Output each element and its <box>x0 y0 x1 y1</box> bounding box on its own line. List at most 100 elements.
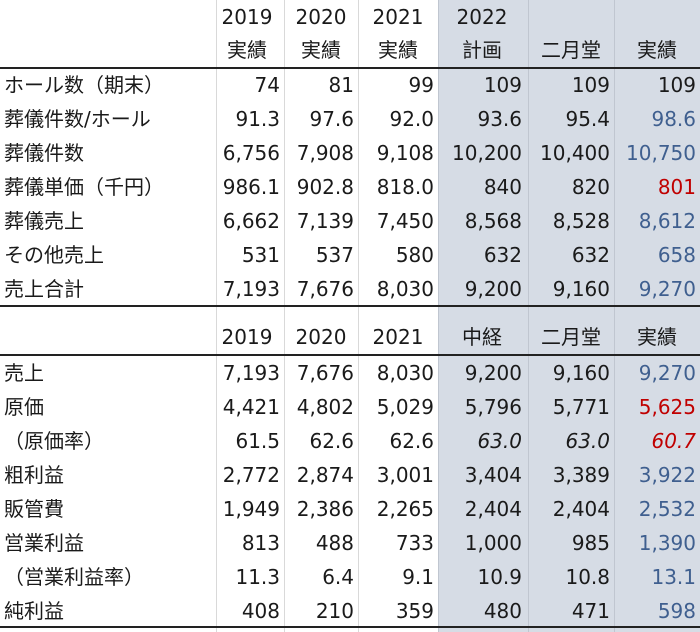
value-cell: 5,029 <box>376 395 434 419</box>
value-cell: 632 <box>483 243 522 267</box>
value-cell: 9,200 <box>464 361 522 385</box>
value-cell: 2,404 <box>464 497 522 521</box>
value-cell: 9,270 <box>638 361 696 385</box>
value-cell: 1,390 <box>638 531 696 555</box>
value-cell: 63.0 <box>477 429 522 453</box>
value-cell: 98.6 <box>651 107 696 131</box>
value-cell: 3,001 <box>376 463 434 487</box>
year-header: 2022 <box>456 5 508 29</box>
type-header: 二月堂 <box>541 38 601 62</box>
value-cell: 7,193 <box>222 361 280 385</box>
value-cell: 8,030 <box>376 277 434 301</box>
table-row: 葬儀売上 6,662 7,139 7,450 8,568 8,528 8,612 <box>0 204 700 238</box>
value-cell: 9,160 <box>552 277 610 301</box>
table-row: 原価 4,421 4,802 5,029 5,796 5,771 5,625 <box>0 390 700 424</box>
value-cell: 95.4 <box>565 107 610 131</box>
value-cell: 109 <box>571 73 610 97</box>
table-row: 葬儀件数/ホール 91.3 97.6 92.0 93.6 95.4 98.6 <box>0 102 700 136</box>
table-row: 葬儀単価（千円） 986.1 902.8 818.0 840 820 801 <box>0 170 700 204</box>
grid-line <box>528 0 529 632</box>
value-cell: 580 <box>395 243 434 267</box>
header-rule-bottom <box>0 354 700 356</box>
value-cell: 2,386 <box>296 497 354 521</box>
table-row: （原価率） 61.5 62.6 62.6 63.0 63.0 60.7 <box>0 424 700 458</box>
value-cell: 2,404 <box>552 497 610 521</box>
value-cell: 109 <box>483 73 522 97</box>
type-header: 計画 <box>462 38 502 62</box>
table2-header-row: 2019 2020 2021 中経 二月堂 実績 <box>0 320 700 354</box>
row-label: 粗利益 <box>4 463 64 487</box>
table-row: 営業利益 813 488 733 1,000 985 1,390 <box>0 526 700 560</box>
row-label: 原価 <box>4 395 44 419</box>
value-cell: 5,771 <box>552 395 610 419</box>
value-cell: 537 <box>315 243 354 267</box>
value-cell: 1,949 <box>222 497 280 521</box>
value-cell: 2,772 <box>222 463 280 487</box>
grid-line <box>614 0 615 632</box>
value-cell: 62.6 <box>389 429 434 453</box>
value-cell: 818.0 <box>376 175 434 199</box>
table-row: 売上合計 7,193 7,676 8,030 9,200 9,160 9,270 <box>0 272 700 306</box>
value-cell: 632 <box>571 243 610 267</box>
row-label: 販管費 <box>4 497 64 521</box>
year-header: 2021 <box>372 5 424 29</box>
value-cell: 5,796 <box>464 395 522 419</box>
table-row: 葬儀件数 6,756 7,908 9,108 10,200 10,400 10,750 <box>0 136 700 170</box>
table-row: ホール数（期末） 74 81 99 109 109 109 <box>0 68 700 102</box>
value-cell: 7,676 <box>296 361 354 385</box>
column-header: 二月堂 <box>541 325 601 349</box>
value-cell: 658 <box>657 243 696 267</box>
value-cell: 61.5 <box>235 429 280 453</box>
value-cell: 3,922 <box>638 463 696 487</box>
value-cell: 9,200 <box>464 277 522 301</box>
value-cell: 91.3 <box>235 107 280 131</box>
column-header: 2019 <box>221 325 273 349</box>
table-row: 販管費 1,949 2,386 2,265 2,404 2,404 2,532 <box>0 492 700 526</box>
value-cell: 840 <box>483 175 522 199</box>
type-header: 実績 <box>378 38 418 62</box>
value-cell: 10.8 <box>565 565 610 589</box>
value-cell: 6,756 <box>222 141 280 165</box>
value-cell: 13.1 <box>651 565 696 589</box>
value-cell: 902.8 <box>296 175 354 199</box>
value-cell: 2,874 <box>296 463 354 487</box>
row-label: 葬儀件数 <box>4 141 84 165</box>
value-cell: 9,270 <box>638 277 696 301</box>
year-header-row: 2019 2020 2021 2022 <box>0 0 700 34</box>
grid-line <box>216 0 217 632</box>
value-cell: 10,400 <box>540 141 610 165</box>
value-cell: 986.1 <box>222 175 280 199</box>
value-cell: 9.1 <box>402 565 434 589</box>
value-cell: 531 <box>241 243 280 267</box>
grid-line <box>358 0 359 632</box>
value-cell: 60.7 <box>651 429 696 453</box>
type-header-row: 実績 実績 実績 計画 二月堂 実績 <box>0 33 700 67</box>
value-cell: 74 <box>254 73 280 97</box>
value-cell: 3,389 <box>552 463 610 487</box>
grid-line <box>284 0 285 632</box>
value-cell: 8,568 <box>464 209 522 233</box>
value-cell: 8,612 <box>638 209 696 233</box>
type-header: 実績 <box>637 38 677 62</box>
value-cell: 5,625 <box>638 395 696 419</box>
row-label: 葬儀売上 <box>4 209 84 233</box>
value-cell: 4,802 <box>296 395 354 419</box>
value-cell: 9,160 <box>552 361 610 385</box>
column-header: 実績 <box>637 325 677 349</box>
row-label: 葬儀単価（千円） <box>4 175 164 199</box>
row-label: 純利益 <box>4 599 64 623</box>
value-cell: 63.0 <box>565 429 610 453</box>
value-cell: 93.6 <box>477 107 522 131</box>
value-cell: 10.9 <box>477 565 522 589</box>
value-cell: 471 <box>571 599 610 623</box>
row-label: 葬儀件数/ホール <box>4 107 151 131</box>
row-label: 売上 <box>4 361 44 385</box>
column-header: 2021 <box>372 325 424 349</box>
value-cell: 9,108 <box>376 141 434 165</box>
year-header: 2019 <box>221 5 273 29</box>
value-cell: 10,200 <box>452 141 522 165</box>
value-cell: 733 <box>395 531 434 555</box>
section-rule <box>0 305 700 307</box>
value-cell: 6,662 <box>222 209 280 233</box>
